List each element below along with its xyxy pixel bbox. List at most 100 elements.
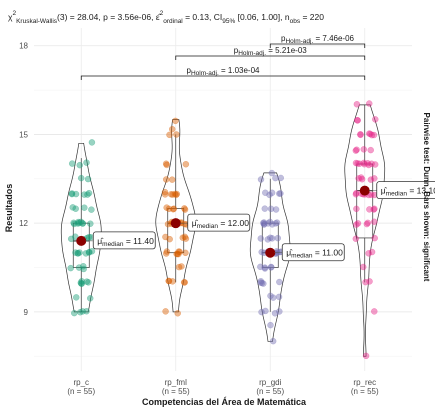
median-symbol: μ̂	[192, 218, 199, 228]
comparison-sub: Holm-adj.	[285, 38, 313, 45]
comparison-bar	[80, 75, 366, 80]
data-point	[357, 131, 364, 138]
data-point	[273, 219, 281, 226]
median-value: = 12.00	[218, 218, 249, 228]
data-point	[352, 235, 360, 242]
median-value: = 11.40	[123, 236, 154, 246]
data-point	[170, 205, 178, 212]
data-point	[76, 161, 83, 169]
violin-rp_rec	[344, 104, 386, 357]
title-chi-sup: 2	[12, 10, 16, 17]
median-symbol: μ̂	[97, 236, 104, 246]
median-sub: median	[291, 253, 313, 260]
data-point	[79, 308, 86, 315]
median-label-rp_fml: μ̂median = 12.00	[192, 218, 249, 230]
mean-marker-rp_fml	[170, 218, 181, 229]
title-eps: ε̂	[156, 12, 162, 22]
data-point	[355, 175, 362, 182]
comparison-label: pHolm-adj. = 1.03e-04	[187, 66, 261, 77]
data-point	[81, 204, 88, 211]
data-point	[72, 233, 79, 240]
data-point	[352, 159, 360, 167]
title-eps-sub: ordinal	[163, 18, 183, 25]
data-point	[366, 278, 373, 285]
chart-title: χ2Kruskal-Wallis(3) = 28.04, p = 3.56e-0…	[8, 10, 324, 25]
data-point	[166, 235, 173, 243]
data-point	[78, 280, 85, 287]
data-point	[175, 250, 182, 258]
title-eps-value: = 0.13, CI	[183, 12, 222, 22]
data-point	[178, 263, 185, 270]
data-point	[274, 234, 281, 242]
data-point	[77, 309, 84, 316]
median-sub: median	[102, 241, 124, 248]
data-point	[268, 264, 275, 271]
data-point	[169, 206, 177, 213]
data-point	[77, 218, 85, 226]
median-value: = 13.10	[407, 186, 435, 196]
data-point	[168, 176, 176, 183]
violin-rp_c	[60, 142, 102, 313]
data-point	[370, 131, 378, 139]
data-point	[161, 188, 169, 196]
data-point	[276, 190, 283, 197]
data-point	[275, 293, 283, 301]
title-nobs-value: = 220	[300, 12, 324, 22]
data-point	[371, 205, 378, 212]
data-point	[163, 248, 171, 255]
y-axis-title: Resultados	[4, 184, 14, 233]
data-point	[371, 218, 378, 225]
comparison-label: pHolm-adj. = 7.46e-06	[281, 34, 355, 45]
y-axis: 9 12 15 18	[19, 42, 28, 317]
data-point	[87, 220, 94, 227]
data-point	[258, 248, 265, 256]
data-point	[75, 264, 83, 271]
comparison-value: = 1.03e-04	[219, 66, 260, 75]
x-tick-n-label: (n = 55)	[256, 387, 284, 396]
data-point	[258, 308, 265, 316]
data-point	[175, 248, 182, 255]
data-point	[169, 191, 176, 198]
data-point	[367, 176, 375, 183]
data-point	[85, 189, 93, 197]
data-point	[83, 159, 90, 166]
median-sub: median	[386, 191, 408, 198]
data-point	[371, 175, 378, 182]
comparison-p: p	[187, 66, 192, 75]
data-point	[70, 220, 78, 228]
data-point	[353, 205, 360, 213]
data-point	[277, 174, 284, 182]
data-point	[181, 279, 188, 286]
data-point	[71, 309, 78, 317]
mean-marker-rp_gdi	[265, 247, 276, 258]
data-point	[264, 220, 272, 227]
x-axis: rp_c(n = 55)rp_fml(n = 55)rp_gdi(n = 55)…	[67, 378, 379, 396]
data-point	[163, 204, 170, 211]
data-point	[269, 337, 277, 345]
data-point	[88, 206, 95, 213]
data-point	[88, 248, 96, 255]
data-point	[372, 116, 379, 123]
data-point	[366, 100, 373, 107]
data-point	[172, 191, 180, 199]
data-point	[360, 146, 367, 153]
median-labels: μ̂median = 11.40μ̂median = 12.00μ̂median…	[85, 181, 435, 262]
data-point	[363, 220, 371, 228]
data-point	[267, 292, 274, 300]
median-symbol: μ̂	[381, 186, 388, 196]
median-label-box-rp_rec	[376, 181, 435, 200]
median-value: = 11.00	[312, 248, 343, 258]
x-tick-n-label: (n = 55)	[162, 387, 190, 396]
data-point	[360, 263, 367, 271]
data-point	[266, 191, 273, 199]
data-point	[80, 263, 87, 270]
comparison-label: pHolm-adj. = 5.21e-03	[234, 46, 308, 57]
median-label-box-rp_c	[92, 231, 156, 250]
y-tick-label: 18	[19, 42, 28, 51]
x-tick-label: rp_c	[73, 378, 89, 387]
title-nobs-sub: obs	[290, 18, 301, 25]
data-point	[161, 191, 169, 198]
data-point	[267, 234, 274, 242]
data-point	[368, 191, 375, 198]
